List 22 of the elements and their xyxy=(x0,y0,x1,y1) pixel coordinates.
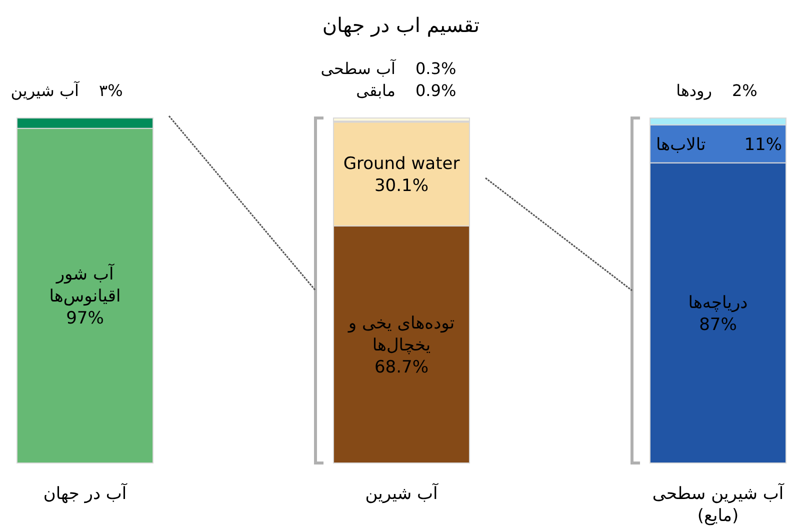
data-label: 0.3% xyxy=(416,59,456,78)
data-label: 30.1% xyxy=(374,176,429,196)
series-label: آب شیرین xyxy=(10,80,81,100)
x-tick-label: آب در جهان xyxy=(43,483,128,504)
series-label: توده‌های یخی و یخچال‌ها xyxy=(347,313,455,356)
x-tick-label: آب شیرین سطحی (مایع) xyxy=(652,483,785,526)
data-label: 87% xyxy=(699,314,737,335)
chart-title: تقسیم اب در جهان xyxy=(322,13,480,37)
data-label: 11% xyxy=(744,134,782,155)
series-label: رودها xyxy=(676,81,712,100)
data-label: ۳% xyxy=(99,81,123,100)
text: آب سطحی xyxy=(320,58,398,78)
series-label: مابقی xyxy=(356,81,396,100)
series-label: آب شور اقیانوس‌ها xyxy=(49,264,121,307)
data-label: 68.7% xyxy=(374,357,429,378)
data-label: 2% xyxy=(732,81,758,100)
series-label: Ground water xyxy=(343,154,460,174)
series-label: تالاب‌ها xyxy=(656,134,706,155)
series-label: دریاچه‌ها xyxy=(688,292,748,313)
data-label: 0.9% xyxy=(416,81,456,100)
x-tick-label: آب شیرین xyxy=(365,483,440,504)
data-label: 97% xyxy=(66,308,104,329)
